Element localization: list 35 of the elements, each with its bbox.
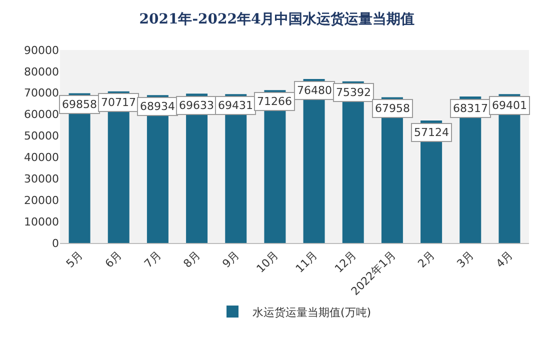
- data-label: 70717: [101, 96, 136, 109]
- y-tick-label: 60000: [24, 108, 59, 122]
- x-tick-label: 4月: [494, 248, 516, 270]
- y-tick-label: 30000: [24, 172, 59, 186]
- x-tick-label: 3月: [454, 248, 476, 270]
- data-label: 69431: [218, 99, 253, 112]
- y-tick-label: 0: [52, 236, 59, 250]
- x-tick-label: 10月: [254, 248, 281, 276]
- data-label: 69633: [179, 99, 214, 112]
- data-label: 69401: [492, 99, 527, 112]
- data-label: 71266: [257, 95, 292, 108]
- y-tick-label: 40000: [24, 151, 59, 164]
- data-label: 69858: [62, 98, 97, 111]
- x-tick-label: 7月: [142, 248, 164, 270]
- chart-title: 2021年-2022年4月中国水运货运量当期值: [139, 11, 415, 28]
- y-tick-label: 10000: [24, 215, 59, 228]
- y-tick-label: 20000: [24, 194, 59, 207]
- data-label: 68934: [140, 100, 175, 113]
- x-tick-label: 2月: [415, 248, 438, 270]
- x-tick-label: 6月: [102, 248, 125, 270]
- x-tick-label: 12月: [332, 248, 360, 276]
- data-label: 57124: [414, 126, 449, 139]
- data-label: 68317: [453, 102, 488, 115]
- y-tick-label: 50000: [24, 130, 59, 143]
- data-label: 75392: [336, 86, 371, 99]
- x-tick-label: 5月: [64, 248, 86, 270]
- data-label: 76480: [297, 84, 332, 97]
- y-tick-label: 70000: [24, 86, 59, 100]
- x-tick-label: 11月: [293, 248, 320, 276]
- x-tick-label: 8月: [180, 248, 203, 270]
- y-tick-label: 80000: [24, 65, 59, 78]
- data-label: 67958: [375, 102, 410, 115]
- y-tick-label: 90000: [24, 44, 59, 57]
- x-tick-label: 9月: [220, 248, 242, 270]
- legend-label: 水运货运量当期值(万吨): [252, 306, 372, 319]
